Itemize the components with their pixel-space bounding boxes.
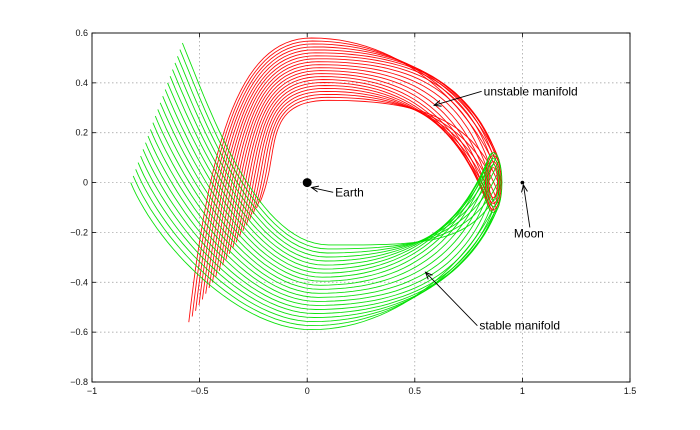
- stable-manifold-trajectory: [159, 102, 487, 282]
- unstable-manifold-trajectory: [252, 93, 500, 215]
- periodic-orbit-ring: [488, 167, 499, 198]
- x-tick-label: 1.5: [624, 386, 637, 396]
- unstable-manifold-trajectory: [222, 67, 486, 266]
- stable-manifold-trajectory: [157, 109, 486, 286]
- unstable-manifold-trajectory: [259, 99, 503, 203]
- periodic-orbit-ring: [486, 161, 500, 204]
- y-tick-label: −0.8: [70, 377, 88, 387]
- unstable-manifold-trajectory: [215, 61, 489, 277]
- unstable-manifold-trajectory: [249, 90, 498, 220]
- annotation-label: Earth: [335, 185, 364, 199]
- unstable-manifold-trajectory: [256, 96, 502, 209]
- celestial-bodies: [302, 178, 525, 188]
- annotations: unstable manifold Earth Moon stable manifol…: [312, 84, 578, 333]
- unstable-manifold-trajectory: [208, 55, 493, 289]
- annotation-arrow: [523, 185, 531, 228]
- moon-marker: [520, 180, 525, 185]
- stable-manifold-trajectory: [169, 76, 496, 266]
- y-tick-label: −0.6: [70, 327, 88, 337]
- unstable-manifold-trajectory: [205, 52, 496, 294]
- periodic-orbit-ring: [485, 155, 502, 210]
- stable-manifold-trajectory: [164, 89, 491, 274]
- stable-manifold-trajectory: [137, 162, 498, 318]
- stable-manifold-trajectory: [132, 175, 502, 327]
- unstable-manifold-trajectory: [195, 43, 502, 311]
- stable-manifold-trajectory: [130, 182, 503, 331]
- earth-marker: [302, 178, 312, 188]
- manifold-curves: [130, 37, 503, 331]
- axes-frame: [91, 32, 631, 383]
- y-tick-label: 0.2: [75, 128, 88, 138]
- stable-manifold-trajectory: [152, 122, 486, 294]
- stable-manifold-trajectory: [179, 49, 503, 250]
- stable-manifold-trajectory: [172, 69, 498, 262]
- stable-manifold-trajectory: [149, 129, 487, 298]
- unstable-manifold-trajectory: [232, 76, 487, 249]
- y-tick-label: 0.6: [75, 28, 88, 38]
- grid-lines: [92, 33, 630, 382]
- annotation-label: Moon: [514, 226, 544, 240]
- periodic-orbit-ring: [486, 158, 501, 207]
- unstable-manifold-trajectory: [198, 46, 500, 306]
- stable-manifold-trajectory: [177, 56, 502, 254]
- annotation-arrow: [434, 90, 482, 105]
- stable-manifold-trajectory: [162, 96, 489, 278]
- unstable-manifold-trajectory: [245, 87, 496, 226]
- y-tick-label: −0.2: [70, 227, 88, 237]
- y-tick-label: 0: [83, 178, 88, 188]
- periodic-orbit-ring: [487, 164, 499, 201]
- x-tick-label: 0.5: [409, 386, 422, 396]
- x-tick-label: 1: [520, 386, 525, 396]
- x-tick-label: 0: [305, 386, 310, 396]
- y-tick-label: 0.4: [75, 78, 88, 88]
- x-tick-label: −1: [87, 386, 97, 396]
- periodic-orbit-ring: [484, 152, 503, 213]
- stable-manifold-trajectory: [174, 62, 500, 258]
- unstable-manifold-trajectory: [225, 70, 486, 260]
- stable-manifold-trajectory: [154, 115, 486, 290]
- unstable-manifold-trajectory: [242, 85, 493, 232]
- annotation-arrow: [312, 188, 334, 193]
- annotation-label: stable manifold: [479, 319, 560, 333]
- stable-manifold-trajectory: [147, 135, 489, 302]
- unstable-manifold-trajectory: [191, 40, 503, 317]
- annotation-label: unstable manifold: [484, 84, 578, 98]
- plot-frame: [91, 32, 631, 383]
- annotation-arrow: [426, 272, 478, 326]
- unstable-manifold-trajectory: [218, 64, 487, 271]
- tick-labels: −1 −0.5 0 0.5 1 1.5 0.6 0.4 0.2 0 −0.2 −0.4 −0.6 −0.8: [70, 28, 636, 396]
- stable-manifold-trajectory: [135, 169, 500, 323]
- y-tick-label: −0.4: [70, 277, 88, 287]
- x-tick-label: −0.5: [191, 386, 209, 396]
